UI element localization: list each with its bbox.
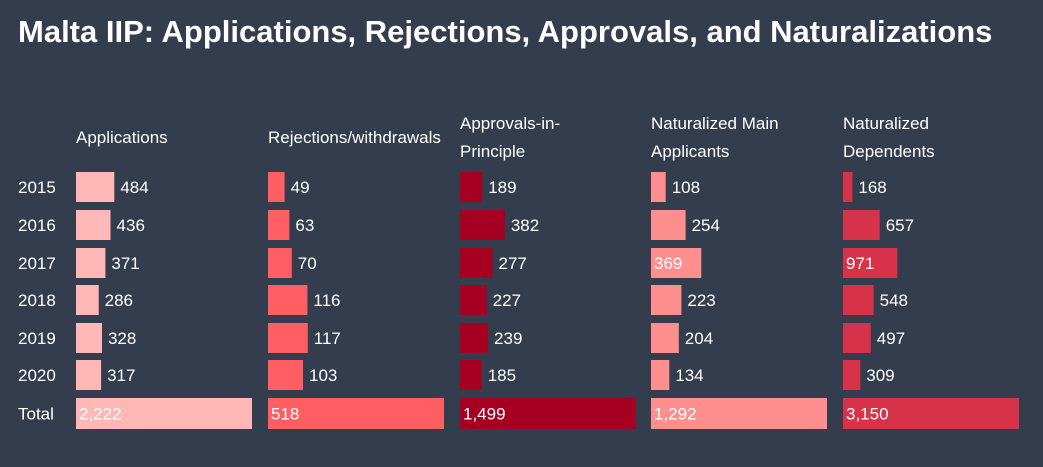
bar — [268, 323, 308, 353]
total-data-label: 518 — [271, 405, 299, 424]
column-header: Dependents — [843, 142, 935, 161]
bar — [651, 285, 682, 315]
column-header: Approvals-in- — [460, 114, 560, 133]
data-label: 189 — [488, 178, 516, 197]
bar — [843, 285, 874, 315]
bar — [460, 285, 487, 315]
year-label: 2017 — [18, 254, 56, 273]
bar — [76, 360, 102, 390]
bar — [268, 360, 303, 390]
data-label: 239 — [494, 329, 522, 348]
bar — [460, 248, 493, 278]
data-label: 63 — [295, 216, 314, 235]
data-label: 49 — [291, 178, 310, 197]
total-label: Total — [18, 405, 54, 424]
data-label: 204 — [685, 329, 713, 348]
year-label: 2018 — [18, 291, 56, 310]
total-data-label: 1,292 — [654, 405, 697, 424]
bar — [76, 285, 99, 315]
data-label: 436 — [117, 216, 145, 235]
data-label: 117 — [314, 329, 341, 348]
chart-title: Malta IIP: Applications, Rejections, App… — [18, 14, 993, 49]
bar — [76, 210, 111, 240]
bar — [651, 360, 670, 390]
data-label: 371 — [111, 254, 139, 273]
total-bar — [268, 398, 444, 429]
bar — [76, 172, 115, 202]
bar — [460, 360, 482, 390]
data-label: 277 — [499, 254, 527, 273]
data-label: 70 — [298, 254, 317, 273]
data-label: 382 — [511, 216, 539, 235]
data-label: 484 — [120, 178, 148, 197]
total-bar — [460, 398, 636, 429]
column-header: Rejections/withdrawals — [268, 128, 441, 147]
bar — [460, 323, 489, 353]
bar — [76, 248, 106, 278]
bar — [460, 172, 483, 202]
bar — [843, 210, 880, 240]
data-label: 497 — [877, 329, 905, 348]
data-label: 103 — [309, 366, 337, 385]
column-header: Principle — [460, 142, 525, 161]
column-header: Applicants — [651, 142, 729, 161]
total-data-label: 2,222 — [79, 405, 122, 424]
column-header: Naturalized Main — [651, 114, 779, 133]
data-label: 286 — [105, 291, 133, 310]
data-label: 227 — [493, 291, 521, 310]
bar — [843, 248, 898, 278]
data-label: 185 — [488, 366, 516, 385]
bar — [460, 210, 505, 240]
bar — [651, 172, 666, 202]
column-header: Naturalized — [843, 114, 929, 133]
data-label: 223 — [687, 291, 715, 310]
year-label: 2015 — [18, 178, 56, 197]
year-label: 2020 — [18, 366, 56, 385]
data-label: 328 — [108, 329, 136, 348]
data-label: 116 — [313, 291, 340, 310]
data-label: 108 — [672, 178, 700, 197]
year-label: 2019 — [18, 329, 56, 348]
data-label: 168 — [858, 178, 886, 197]
data-label: 369 — [654, 254, 682, 273]
bar — [76, 323, 102, 353]
year-label: 2016 — [18, 216, 56, 235]
bar — [843, 360, 861, 390]
bar — [843, 172, 853, 202]
data-label: 657 — [886, 216, 914, 235]
bar — [651, 210, 686, 240]
data-label: 548 — [880, 291, 908, 310]
bar — [268, 248, 292, 278]
data-label: 254 — [692, 216, 720, 235]
bar — [843, 323, 871, 353]
data-label: 317 — [107, 366, 135, 385]
total-data-label: 3,150 — [846, 405, 889, 424]
data-label: 971 — [846, 254, 874, 273]
total-bar — [651, 398, 827, 429]
bar — [268, 210, 290, 240]
total-bar — [843, 398, 1019, 429]
bar — [268, 285, 308, 315]
data-label: 134 — [675, 366, 703, 385]
bar — [651, 323, 679, 353]
column-header: Applications — [76, 128, 168, 147]
total-data-label: 1,499 — [463, 405, 506, 424]
data-label: 309 — [866, 366, 894, 385]
total-bar — [76, 398, 252, 429]
bar — [268, 172, 285, 202]
bar — [651, 248, 702, 278]
